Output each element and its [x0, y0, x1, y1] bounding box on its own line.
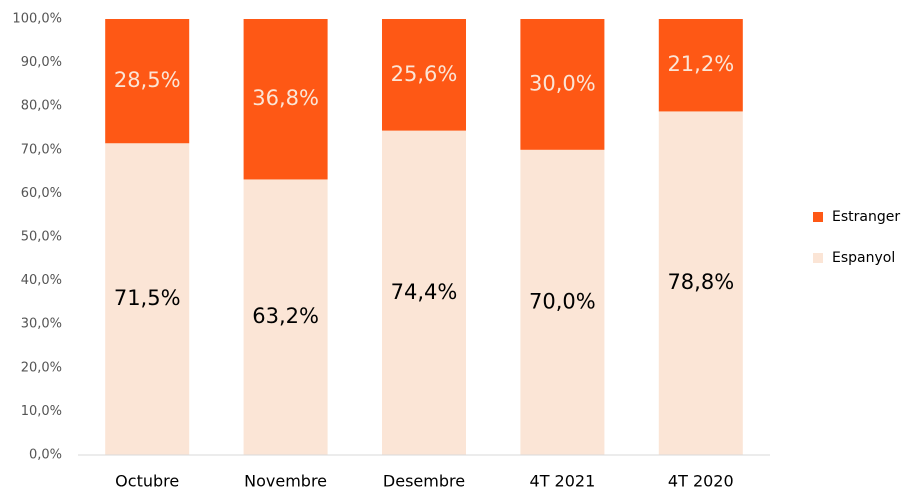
y-tick-label: 30,0%	[21, 317, 62, 332]
y-tick-label: 80,0%	[21, 99, 62, 114]
data-label: 63,2%	[252, 304, 319, 328]
bar-segment	[381, 130, 467, 455]
data-label: 70,0%	[529, 289, 596, 313]
x-tick-label: Novembre	[244, 472, 327, 491]
y-tick-label: 60,0%	[21, 186, 62, 201]
data-label: 78,8%	[667, 270, 734, 294]
x-tick-label: 4T 2020	[668, 472, 734, 491]
bar-segment	[520, 149, 605, 456]
data-label: 28,5%	[114, 68, 181, 92]
legend-swatch	[813, 212, 823, 222]
bar-segment	[658, 19, 743, 112]
legend-swatch	[813, 253, 823, 263]
bar-segment	[520, 19, 605, 150]
y-tick-label: 50,0%	[21, 230, 62, 245]
legend-label: Estranger	[832, 209, 900, 225]
y-tick-label: 40,0%	[21, 273, 62, 288]
bar-segment	[105, 19, 190, 144]
legend-label: Espanyol	[832, 250, 895, 266]
bar-segment	[243, 179, 328, 455]
data-label: 21,2%	[667, 52, 734, 76]
data-label: 25,6%	[391, 62, 458, 86]
bar-segment	[658, 111, 743, 455]
y-tick-label: 20,0%	[21, 360, 62, 375]
y-tick-label: 90,0%	[21, 55, 62, 70]
bar-segment	[105, 143, 190, 455]
y-tick-label: 10,0%	[21, 404, 62, 419]
data-label: 36,8%	[252, 86, 319, 110]
data-label: 30,0%	[529, 71, 596, 95]
x-tick-label: 4T 2021	[530, 472, 596, 491]
x-tick-label: Octubre	[115, 472, 179, 491]
x-tick-label: Desembre	[383, 472, 465, 491]
data-label: 74,4%	[391, 280, 458, 304]
bar-segment	[243, 19, 328, 180]
y-tick-label: 100,0%	[12, 12, 62, 27]
data-label: 71,5%	[114, 286, 181, 310]
y-tick-label: 70,0%	[21, 142, 62, 157]
y-tick-label: 0,0%	[29, 448, 62, 463]
bar-segment	[381, 19, 467, 131]
